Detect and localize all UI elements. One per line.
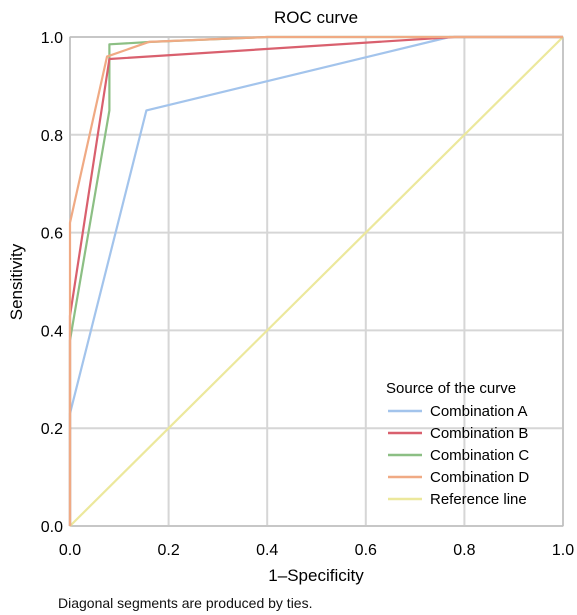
x-axis-label: 1–Specificity <box>268 566 364 585</box>
series-line-reference-line <box>69 36 564 527</box>
y-tick-label: 0.6 <box>41 226 63 243</box>
legend: Source of the curve Combination A Combina… <box>386 380 529 508</box>
legend-title: Source of the curve <box>386 380 516 397</box>
y-axis-label: Sensitivity <box>7 243 26 320</box>
legend-label-combination-c: Combination C <box>430 447 529 464</box>
x-tick-label: 0.6 <box>355 542 377 559</box>
x-tick-label: 0.8 <box>453 542 475 559</box>
roc-chart: ROC curve 0.0 0.0 0.2 0.2 0.4 0.4 0.6 0.6 0.8 0.8… <box>7 8 574 585</box>
y-tick-label: 0.2 <box>41 421 63 438</box>
chart-title: ROC curve <box>274 8 358 27</box>
footnote: Diagonal segments are produced by ties. <box>58 595 313 611</box>
x-tick-label: 0.0 <box>59 542 81 559</box>
tick-labels: 0.0 0.0 0.2 0.2 0.4 0.4 0.6 0.6 0.8 0.8 1.0 1.0 <box>41 30 574 559</box>
y-tick-label: 1.0 <box>41 30 63 47</box>
y-tick-label: 0.8 <box>41 128 63 145</box>
legend-label-combination-d: Combination D <box>430 469 529 486</box>
y-tick-label: 0.4 <box>41 323 63 340</box>
legend-label-combination-a: Combination A <box>430 403 528 420</box>
x-tick-label: 0.4 <box>256 542 278 559</box>
legend-label-combination-b: Combination B <box>430 425 528 442</box>
x-tick-label: 1.0 <box>552 542 574 559</box>
series-line-combination-d <box>68 35 563 526</box>
y-tick-label: 0.0 <box>41 519 63 536</box>
series-layer <box>68 35 564 527</box>
legend-label-reference-line: Reference line <box>430 491 527 508</box>
x-tick-label: 0.2 <box>157 542 179 559</box>
